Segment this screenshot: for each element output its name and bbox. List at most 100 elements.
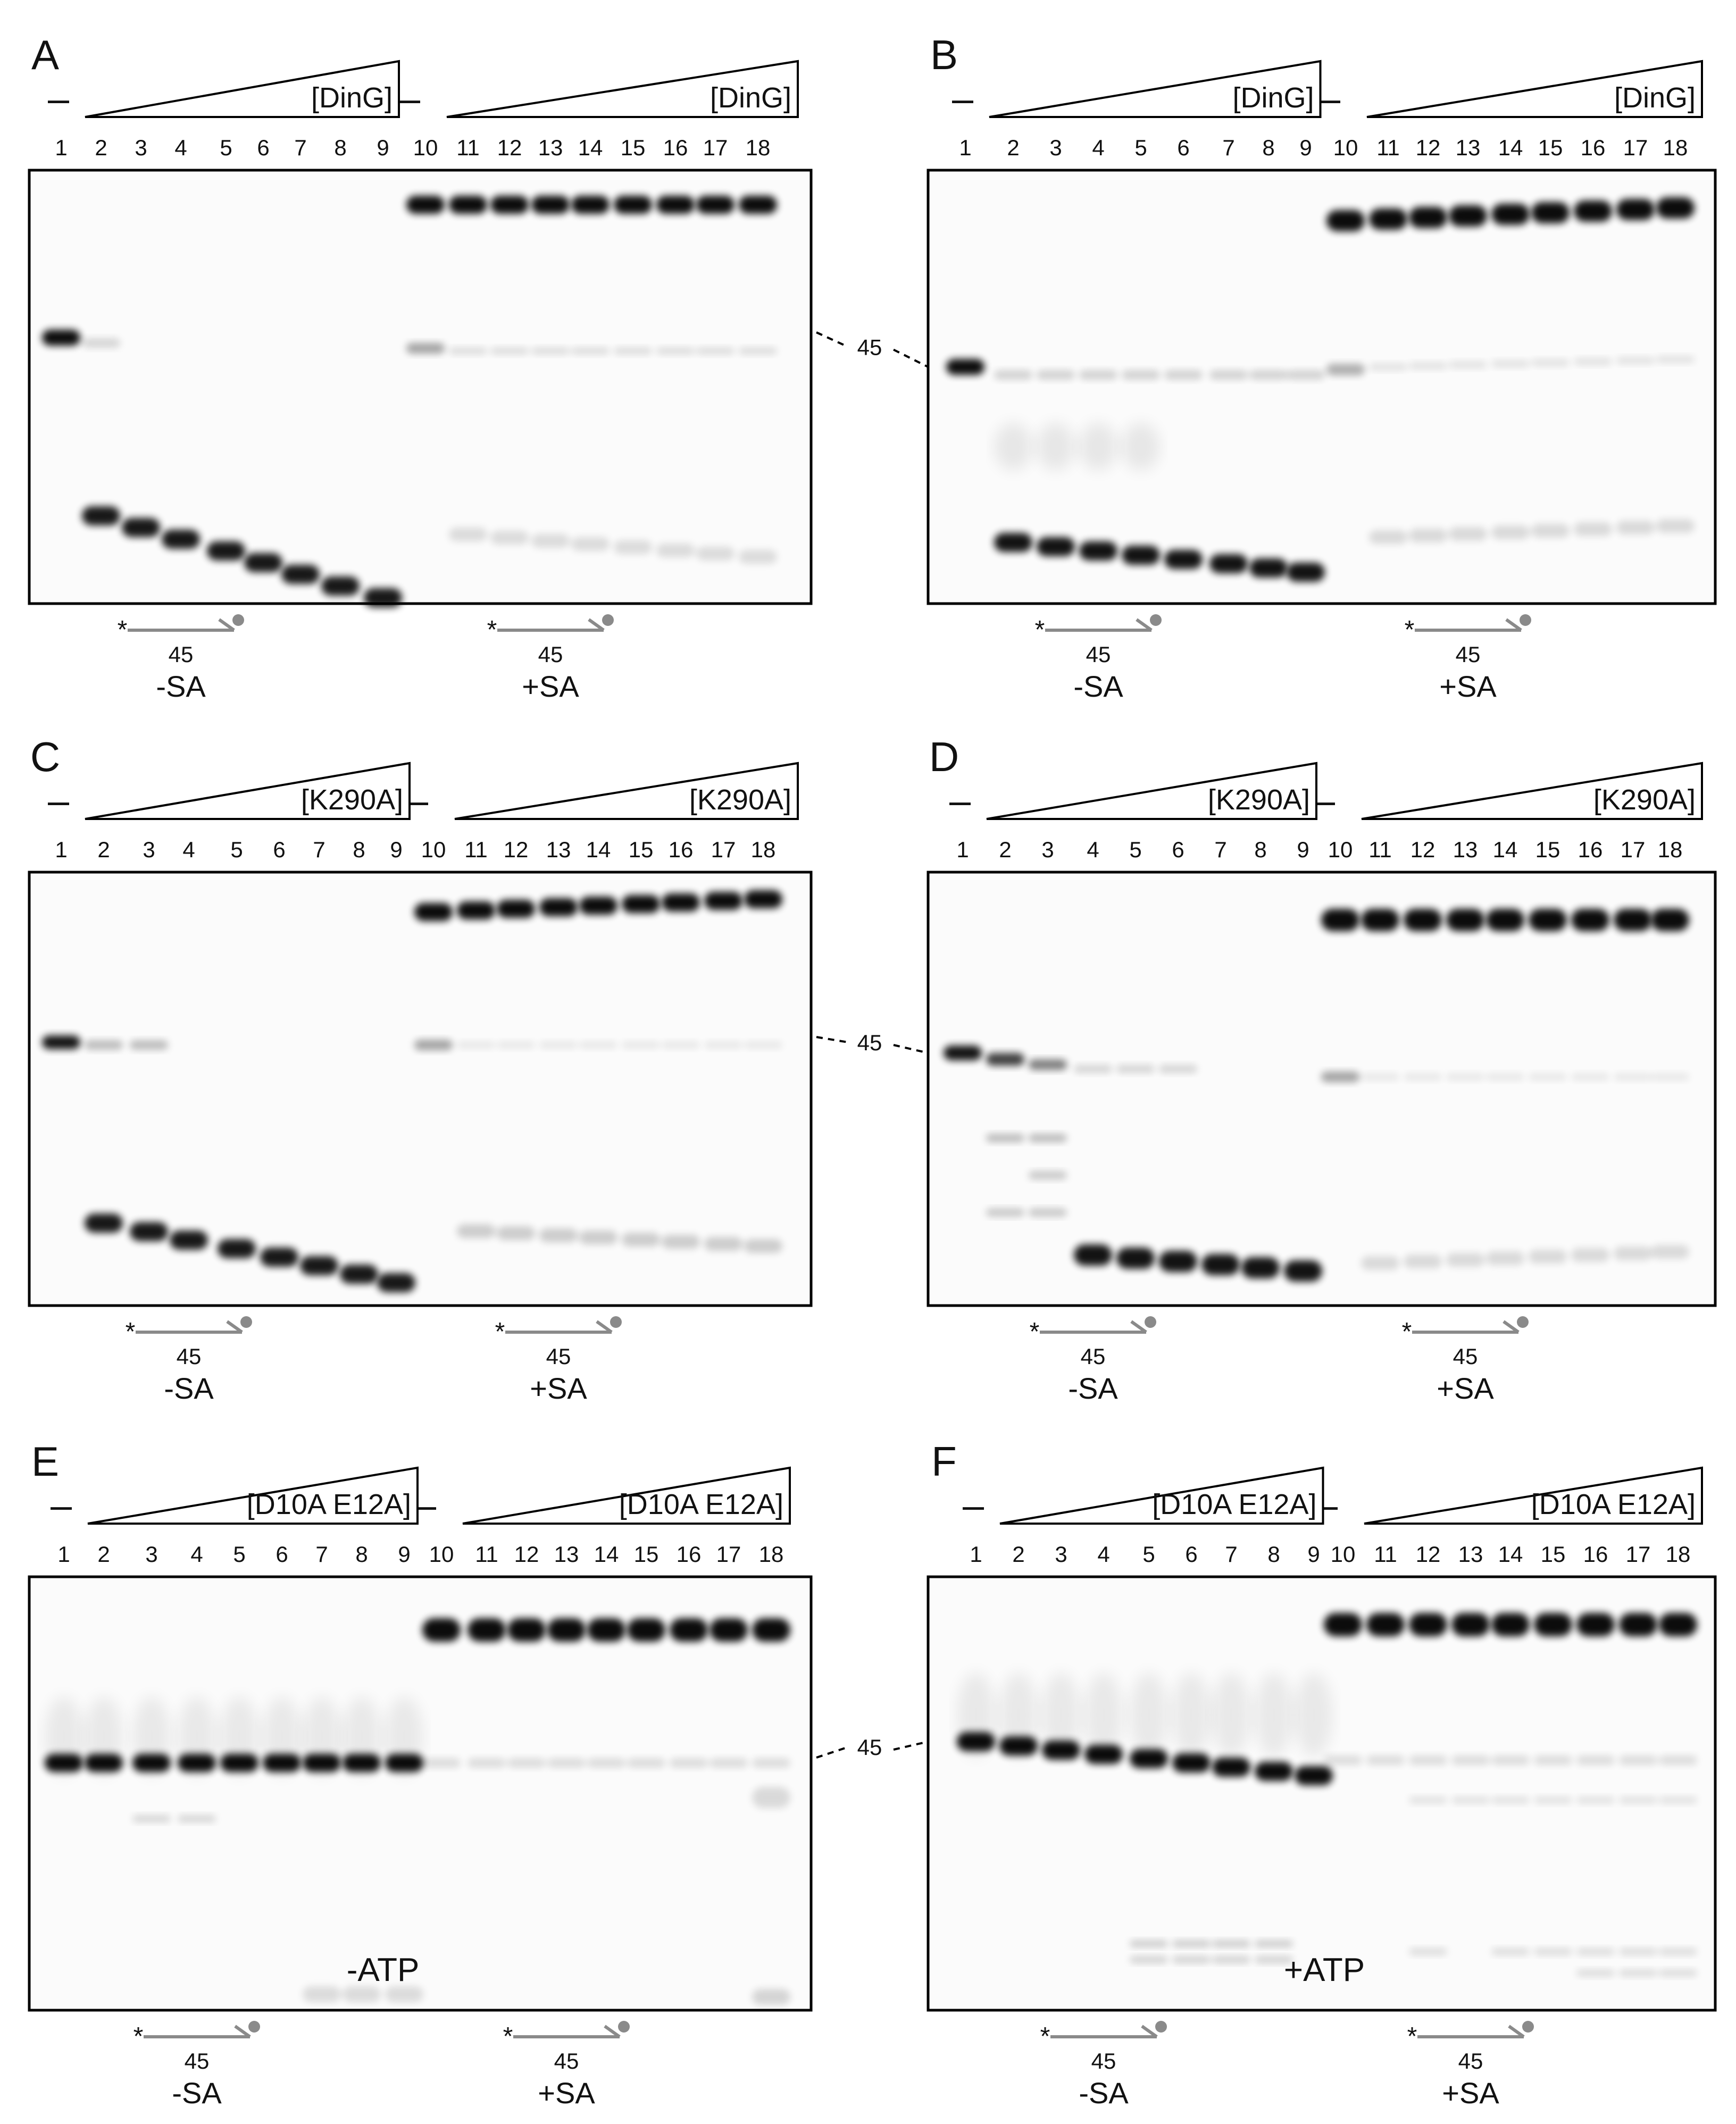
marker-size-label: 45 (857, 335, 882, 360)
lane-number: 4 (1097, 1542, 1109, 1567)
lane-number: 3 (1041, 837, 1054, 862)
gel-band (132, 1696, 171, 1776)
gel-band (1576, 1755, 1615, 1765)
gel-band (627, 1758, 665, 1768)
gel-band (1369, 363, 1407, 371)
gel-band (130, 1040, 168, 1050)
panel-label: B (930, 31, 958, 78)
titration-triangle (446, 60, 799, 118)
lane-number: 4 (182, 837, 195, 862)
lane-number: 6 (1185, 1542, 1197, 1567)
gel-band (1409, 1613, 1447, 1636)
lane-number: 18 (751, 837, 776, 862)
lane-number: 14 (1498, 135, 1523, 160)
panel-label: F (931, 1438, 957, 1485)
gel-band (1295, 1766, 1333, 1785)
radiolabel-asterisk: * (1402, 1318, 1412, 1346)
lane-number: 13 (1458, 1542, 1483, 1567)
condition-label: -SA (1068, 1372, 1118, 1405)
condition-label: +SA (522, 670, 579, 703)
gel-band (739, 347, 777, 355)
gel-band (587, 1618, 625, 1642)
gel-band (132, 1815, 171, 1822)
gel-image (28, 169, 813, 605)
gel-band (614, 196, 652, 214)
gel-band (1491, 1613, 1530, 1636)
gel-band (1571, 1248, 1609, 1262)
lane-number: 15 (1538, 135, 1563, 160)
gel-band (1486, 1073, 1524, 1081)
substrate-schematic: * 45 +SA (487, 614, 614, 703)
lane-number: 17 (716, 1542, 741, 1567)
lane-number: 11 (1374, 1542, 1397, 1567)
gel-band (1409, 1755, 1447, 1765)
protein-label: [D10A E12A] (619, 1489, 783, 1520)
biotin-streptavidin-icon (618, 2021, 630, 2033)
gel-band (1531, 359, 1570, 366)
gel-band (490, 531, 529, 545)
gel-band (539, 1228, 578, 1242)
gel-band (1614, 909, 1652, 931)
gel-band (1529, 1073, 1567, 1081)
gel-band (414, 1040, 453, 1050)
marker-size-label: 45 (857, 1735, 882, 1760)
lane-number: 5 (233, 1542, 245, 1567)
minus-sign: – (51, 1484, 72, 1527)
lane-number: 12 (1410, 837, 1435, 862)
gel-band (1449, 361, 1487, 369)
gel-band (468, 1758, 506, 1768)
lane-number: 7 (1222, 135, 1234, 160)
gel-band (457, 1224, 495, 1238)
gel-band (1361, 1073, 1399, 1081)
gel-band (1116, 1065, 1155, 1073)
gel-band (178, 1815, 216, 1822)
biotin-streptavidin-icon (1522, 2021, 1534, 2033)
substrate-length: 45 (185, 2048, 210, 2073)
gel-band (1659, 1796, 1697, 1804)
gel-band (377, 1273, 415, 1292)
lane-number: 15 (621, 135, 646, 160)
lane-number: 18 (1663, 135, 1688, 160)
lane-number: 1 (57, 1542, 70, 1567)
biotin-streptavidin-icon (248, 2021, 260, 2033)
gel-image (28, 1575, 813, 2012)
gel-band (656, 347, 695, 355)
condition-label: +SA (538, 2076, 595, 2110)
lane-number: 11 (475, 1542, 498, 1567)
gel-band (1409, 1796, 1447, 1804)
protein-label: [K290A] (301, 784, 403, 816)
gel-band (1404, 1073, 1442, 1081)
gel-band (490, 347, 529, 355)
gel-band (1037, 370, 1075, 380)
lane-number: 2 (999, 837, 1011, 862)
lane-number: 12 (514, 1542, 539, 1567)
gel-band (1074, 1244, 1112, 1266)
condition-label: -SA (156, 670, 206, 703)
gel-band (1571, 909, 1609, 931)
lane-number: 3 (135, 135, 147, 160)
gel-band (622, 1041, 660, 1049)
panel-label: D (929, 733, 959, 780)
lane-number: 11 (464, 837, 488, 862)
gel-band (1451, 1755, 1490, 1765)
gel-band (539, 1041, 578, 1049)
strand-end (596, 1320, 613, 1334)
gel-band (531, 347, 570, 355)
condition-label: -SA (1073, 670, 1123, 703)
titration-triangle (87, 1466, 419, 1525)
gel-band (1037, 423, 1075, 471)
gel-band (1159, 1065, 1197, 1073)
gel-band (704, 892, 742, 910)
gel-band (321, 576, 360, 596)
lane-number: 15 (1535, 837, 1560, 862)
gel-band (622, 1233, 660, 1247)
gel-band (1576, 1969, 1615, 1977)
gel-band (1409, 1948, 1447, 1955)
lane-number: 10 (429, 1542, 454, 1567)
gel-band (670, 1618, 708, 1642)
gel-band (579, 897, 617, 915)
lane-number: 14 (586, 837, 611, 862)
protein-label: [K290A] (689, 784, 791, 816)
lane-number: 2 (97, 1542, 110, 1567)
condition-label: -SA (164, 1372, 214, 1405)
